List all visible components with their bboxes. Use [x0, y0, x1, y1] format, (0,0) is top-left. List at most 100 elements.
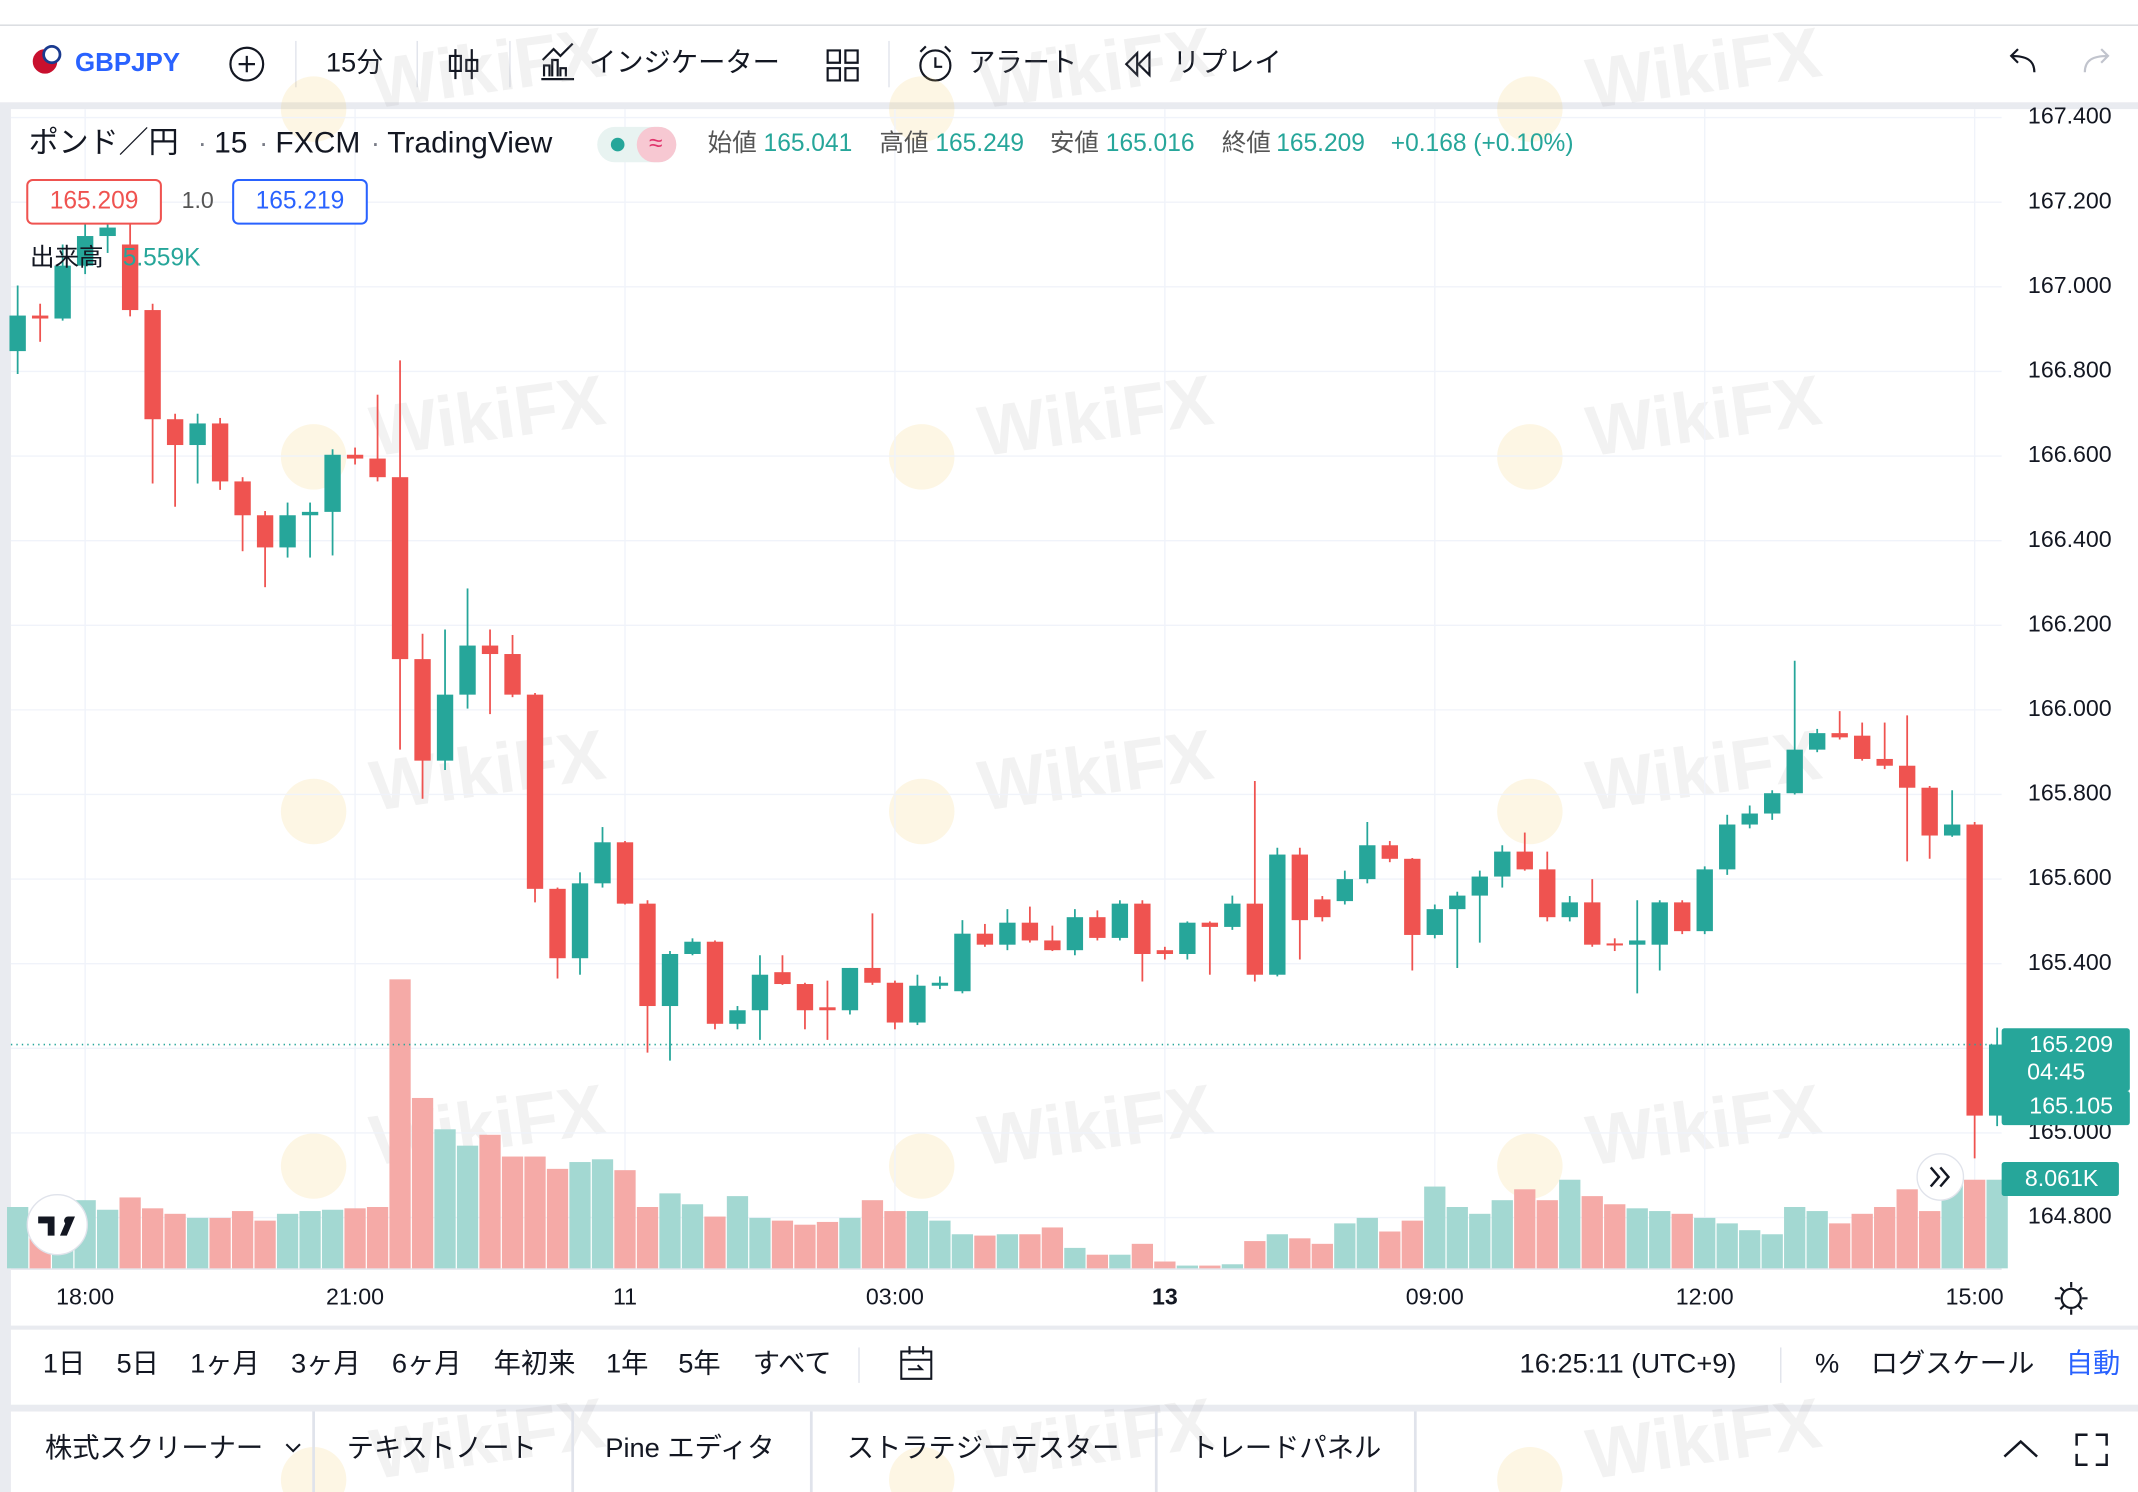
volume-bar	[1356, 1217, 1378, 1269]
candle-body	[1134, 903, 1151, 954]
sell-button[interactable]	[26, 178, 162, 225]
volume-bar	[1874, 1206, 1896, 1269]
volume-bar	[1806, 1211, 1828, 1269]
volume-badge	[2001, 1161, 2119, 1197]
toolbar	[0, 25, 2138, 103]
watermark-logo	[889, 1133, 955, 1199]
y-tick-label: 164.800	[2028, 1203, 2112, 1229]
volume-bar	[344, 1208, 366, 1269]
volume-bar	[1986, 1179, 2008, 1269]
candle-body	[886, 982, 904, 1023]
range-button[interactable]: 1ヶ月	[190, 1347, 260, 1378]
layout-icon[interactable]	[826, 49, 859, 82]
alert-button[interactable]: アラート	[968, 46, 1077, 77]
range-button[interactable]: 6ヶ月	[392, 1347, 462, 1378]
range-button[interactable]: 1日	[43, 1347, 85, 1378]
collapse-button[interactable]	[2003, 1439, 2038, 1458]
y-tick-label: 167.400	[2028, 103, 2112, 129]
auto-toggle[interactable]: 自動	[2066, 1347, 2121, 1378]
symbol-button[interactable]: GBPJPY	[32, 45, 180, 77]
volume-bar	[1221, 1264, 1243, 1269]
settings-button[interactable]	[2060, 1287, 2082, 1309]
range-button[interactable]: 3ヶ月	[291, 1347, 361, 1378]
candle-body	[526, 694, 544, 889]
range-button[interactable]: 1年	[606, 1347, 648, 1378]
candle-body	[1381, 845, 1398, 859]
volume-bar	[1559, 1179, 1581, 1269]
volume-bar	[299, 1211, 321, 1269]
undo-button[interactable]	[2009, 48, 2036, 73]
interval-button[interactable]: 15分	[326, 46, 384, 77]
candle-body	[684, 941, 701, 954]
add-icon[interactable]	[229, 46, 265, 82]
range-button[interactable]: 5日	[116, 1347, 158, 1378]
volume-bar	[1019, 1234, 1041, 1269]
y-tick-label: 166.800	[2028, 357, 2112, 383]
candle-body	[1066, 917, 1084, 951]
legend-interval: 15	[214, 126, 247, 159]
alert-icon	[919, 49, 952, 82]
volume-bar	[614, 1170, 636, 1269]
buy-button[interactable]	[232, 178, 368, 225]
candle-body	[1764, 793, 1781, 814]
date-range-button[interactable]	[900, 1346, 933, 1380]
volume-value: 5.559K	[123, 245, 201, 272]
high-label: 高値	[879, 129, 928, 157]
candle-body	[346, 454, 364, 459]
countdown: 04:45	[2027, 1058, 2085, 1084]
chart-type-icon[interactable]	[448, 49, 479, 80]
tab[interactable]: テキストノート	[347, 1432, 537, 1463]
dot: ·	[371, 127, 380, 158]
y-tick-label: 166.400	[2028, 526, 2112, 552]
indicators-button[interactable]: インジケーター	[589, 46, 780, 77]
candle-body	[1786, 749, 1803, 794]
range-button[interactable]: 年初来	[494, 1347, 576, 1378]
volume-bar	[1694, 1217, 1716, 1269]
y-tick-label: 166.600	[2028, 441, 2112, 467]
range-bar	[10, 1329, 2138, 1405]
candle-body	[1606, 943, 1623, 946]
volume-bar	[276, 1213, 299, 1269]
tab[interactable]: Pine エディタ	[605, 1432, 774, 1463]
candle-body	[1269, 854, 1286, 975]
log-toggle[interactable]: ログスケール	[1871, 1347, 2035, 1378]
range-button[interactable]: すべて	[753, 1347, 832, 1378]
volume-bar	[659, 1193, 681, 1269]
volume-bar	[929, 1220, 951, 1269]
dropdown-icon	[285, 1443, 301, 1453]
volume-bar	[1041, 1227, 1064, 1269]
percent-toggle[interactable]: %	[1815, 1347, 1839, 1378]
range-button[interactable]: 5年	[678, 1347, 720, 1378]
low-label: 安値	[1050, 129, 1099, 157]
redo-button[interactable]	[2083, 48, 2110, 73]
tradingview-logo	[38, 1216, 75, 1236]
tradingview-logo	[64, 1216, 73, 1225]
flag-icon	[42, 45, 62, 65]
candle-body	[459, 645, 476, 695]
x-tick-label: 09:00	[1406, 1283, 1464, 1309]
candle-body	[1089, 917, 1106, 938]
candle-body	[1831, 733, 1848, 738]
volume-bar	[1964, 1179, 1986, 1269]
second-price: 165.105	[2029, 1093, 2113, 1119]
spread: 1.0	[182, 187, 214, 213]
x-tick-label: 12:00	[1676, 1283, 1734, 1309]
tab[interactable]: トレードパネル	[1190, 1432, 1381, 1463]
fullscreen-button[interactable]	[2075, 1433, 2108, 1466]
candle-body	[414, 659, 431, 761]
candle-body	[1809, 733, 1826, 750]
clock[interactable]: 16:25:11 (UTC+9)	[1520, 1347, 1737, 1378]
watermark-logo	[280, 1133, 347, 1199]
sell-price: 165.209	[50, 187, 139, 214]
tab[interactable]: 株式スクリーナー	[45, 1432, 263, 1463]
tradingview-logo[interactable]	[26, 1194, 88, 1256]
volume-bar	[906, 1211, 929, 1269]
volume-bar	[1086, 1254, 1109, 1269]
x-tick-label: 11	[613, 1283, 637, 1309]
candle-body	[909, 985, 926, 1023]
replay-button[interactable]: リプレイ	[1173, 46, 1282, 77]
tab[interactable]: ストラテジーテスター	[847, 1432, 1120, 1463]
volume-bar	[1649, 1211, 1671, 1269]
candle-body	[121, 244, 139, 311]
top-strip	[0, 0, 2138, 25]
